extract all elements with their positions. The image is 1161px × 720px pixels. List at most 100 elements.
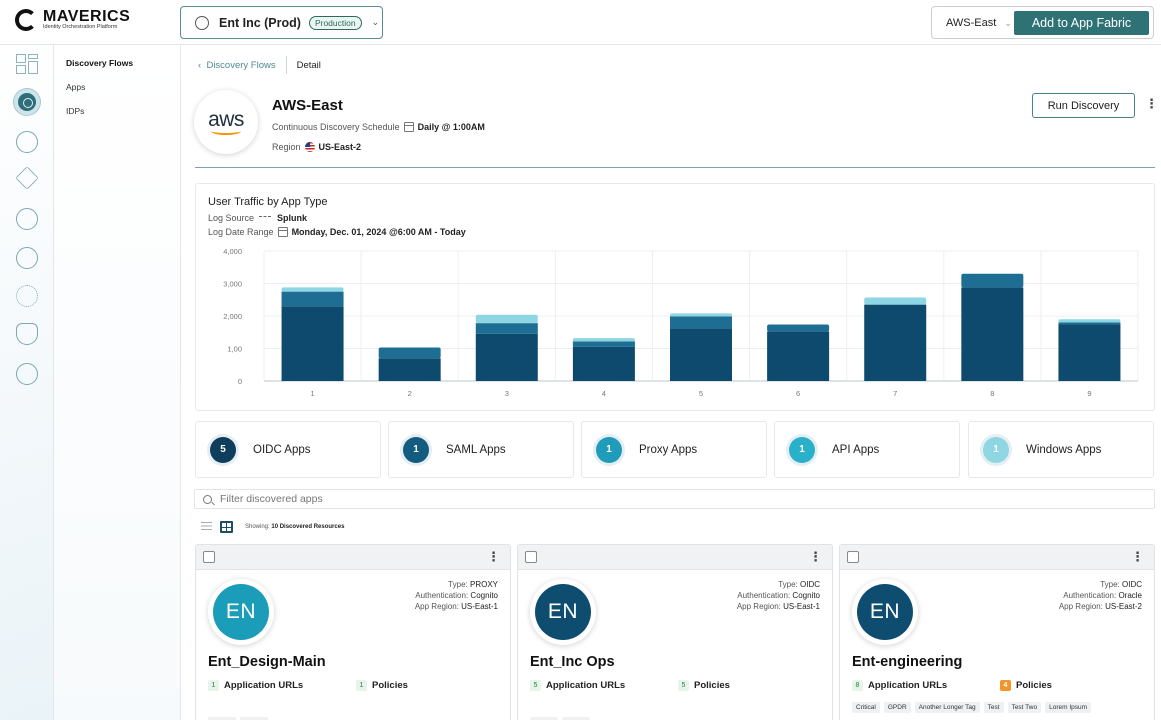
globe-icon[interactable] (16, 131, 38, 153)
app-select-checkbox[interactable] (203, 551, 215, 563)
app-name[interactable]: Ent_Inc Ops (530, 654, 615, 670)
breadcrumb-link[interactable]: Discovery Flows (206, 59, 276, 71)
x-tick-label: 2 (408, 389, 412, 398)
app-name[interactable]: Ent-engineering (852, 654, 963, 670)
more-options-icon[interactable]: ⋮ (1145, 96, 1158, 111)
tag[interactable]: Lorem Ipsum (1045, 702, 1092, 713)
app-type-card-oidc[interactable]: 5 OIDC Apps (195, 421, 381, 478)
bar-segment (475, 314, 538, 324)
traffic-chart-card: User Traffic by App Type Log Source Splu… (195, 183, 1155, 411)
bar-segment (1058, 319, 1121, 323)
region-select[interactable]: AWS-East ⌄ (946, 17, 1012, 29)
environment-select[interactable]: Ent Inc (Prod) Production ⌄ (180, 6, 383, 39)
list-view-icon[interactable] (201, 522, 212, 532)
app-avatar-ring: EN (530, 579, 596, 645)
app-type: OIDC (1122, 580, 1142, 589)
brand-logo[interactable]: MAVERICS Identity Orchestration Platform (15, 9, 130, 31)
grid-view-icon[interactable] (220, 521, 233, 533)
connections-icon[interactable] (16, 208, 38, 230)
y-tick-label: 0 (238, 377, 242, 386)
bar-segment (670, 313, 732, 317)
bar-segment (670, 328, 732, 381)
urls-label: Application URLs (224, 680, 304, 691)
bar-segment (961, 273, 1024, 288)
x-tick-label: 6 (796, 389, 800, 398)
app-type-label: API Apps (832, 443, 880, 456)
subnav-item-idps[interactable]: IDPs (66, 106, 85, 116)
bar-segment (1058, 324, 1121, 381)
urls-label: Application URLs (546, 680, 626, 691)
bar-segment (378, 358, 441, 381)
app-card[interactable]: ⋮ EN Type: OIDC Authentication: Cognito … (517, 544, 833, 720)
environment-icon (195, 15, 209, 30)
app-type-label: OIDC Apps (253, 443, 311, 456)
app-select-checkbox[interactable] (847, 551, 859, 563)
tag[interactable]: Test (983, 702, 1004, 713)
app-region: US-East-1 (461, 602, 498, 611)
app-type-card-api[interactable]: 1 API Apps (774, 421, 960, 478)
tag-placeholder (530, 717, 558, 720)
x-tick-label: 8 (990, 389, 994, 398)
y-tick-label: 3,000 (223, 280, 242, 289)
app-card[interactable]: ⋮ EN Type: PROXY Authentication: Cognito… (195, 544, 511, 720)
aws-logo: aws (194, 90, 258, 154)
app-type-count: 1 (983, 436, 1009, 463)
app-avatar-ring: EN (208, 579, 274, 645)
subnav-item-apps[interactable]: Apps (66, 82, 86, 92)
app-auth: Cognito (792, 591, 820, 600)
application-urls-stat: 8 Application URLs (852, 680, 947, 691)
filter-apps-input[interactable]: Filter discovered apps (194, 489, 1155, 509)
app-select-checkbox[interactable] (525, 551, 537, 563)
app-avatar-ring: EN (852, 579, 918, 645)
chevron-down-icon: ⌄ (1004, 18, 1012, 28)
dashboard-icon[interactable] (16, 54, 38, 76)
health-icon[interactable] (16, 247, 38, 269)
bar-segment (670, 316, 732, 329)
discovery-icon[interactable] (14, 89, 40, 115)
app-name[interactable]: Ent_Design-Main (208, 654, 326, 670)
run-discovery-button[interactable]: Run Discovery (1032, 93, 1135, 118)
more-options-icon[interactable]: ⋮ (1131, 549, 1144, 564)
showing-label: Showing: (245, 524, 270, 530)
subnav-item-discovery-flows[interactable]: Discovery Flows (66, 58, 134, 68)
y-tick-label: 2,000 (223, 312, 242, 321)
type-label: Type: (778, 580, 798, 589)
policies-stat: 5 Policies (678, 680, 730, 691)
breadcrumb-back-chevron-icon[interactable]: ‹ (198, 59, 202, 71)
app-type-card-windows[interactable]: 1 Windows Apps (968, 421, 1154, 478)
shield-icon[interactable] (16, 323, 38, 345)
bar-segment (864, 297, 927, 305)
brand-name: MAVERICS (43, 8, 131, 25)
discovery-subnav: Discovery Flows Apps IDPs (54, 45, 181, 720)
bar-segment (475, 323, 538, 334)
tag[interactable]: GPDR (883, 702, 911, 713)
app-avatar: EN (213, 584, 269, 640)
add-to-app-fabric-button[interactable]: Add to App Fabric (1014, 11, 1149, 35)
tag[interactable]: Test Two (1007, 702, 1042, 713)
policies-label: Policies (694, 680, 730, 691)
calendar-icon (277, 227, 288, 237)
urls-label: Application URLs (868, 680, 948, 691)
more-options-icon[interactable]: ⋮ (809, 549, 822, 564)
schedule-value: Daily @ 1:00AM (417, 122, 485, 132)
power-icon[interactable] (16, 363, 38, 385)
settings-icon[interactable] (16, 285, 38, 307)
application-urls-stat: 1 Application URLs (208, 680, 303, 691)
bar-segment (572, 338, 635, 342)
date-range-value: Monday, Dec. 01, 2024 @6:00 AM - Today (291, 227, 466, 237)
urls-count: 8 (852, 680, 863, 691)
urls-count: 1 (208, 680, 219, 691)
app-card[interactable]: ⋮ EN Type: OIDC Authentication: Oracle A… (839, 544, 1155, 720)
more-options-icon[interactable]: ⋮ (487, 549, 500, 564)
layers-icon[interactable] (15, 166, 39, 190)
app-type-card-proxy[interactable]: 1 Proxy Apps (581, 421, 767, 478)
bar-segment (767, 331, 830, 381)
tag[interactable]: Another Longer Tag (914, 702, 980, 713)
app-info: Type: OIDC Authentication: Cognito App R… (737, 579, 820, 612)
tag[interactable]: Critical (852, 702, 880, 713)
policies-count: 5 (678, 680, 689, 691)
app-type-card-saml[interactable]: 1 SAML Apps (388, 421, 574, 478)
app-type-label: Proxy Apps (639, 443, 698, 456)
app-auth: Oracle (1118, 591, 1142, 600)
region-label: Region (272, 142, 301, 152)
